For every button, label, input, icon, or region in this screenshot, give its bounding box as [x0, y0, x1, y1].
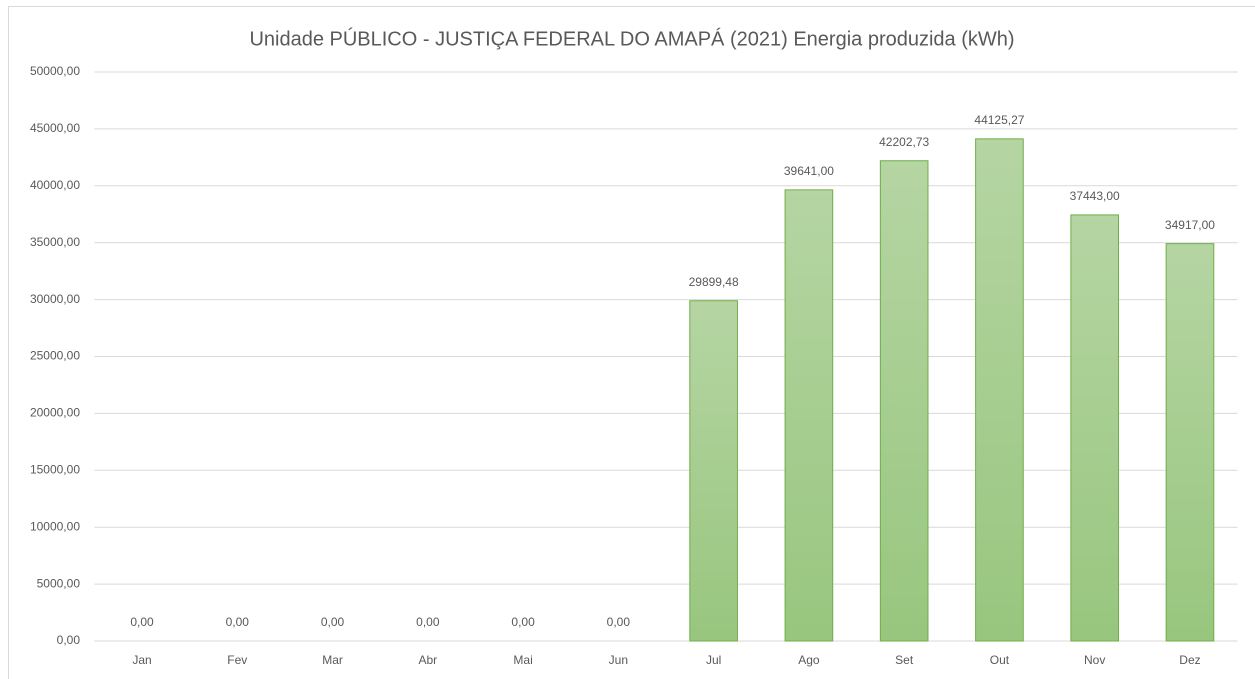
x-tick-label: Nov — [1084, 653, 1105, 667]
data-label: 0,00 — [321, 615, 345, 629]
x-tick-label: Set — [895, 653, 914, 667]
x-tick-label: Jul — [706, 653, 721, 667]
data-label: 37443,00 — [1070, 189, 1120, 203]
data-label: 0,00 — [607, 615, 631, 629]
data-label: 34917,00 — [1165, 218, 1215, 232]
y-tick-label: 35000,00 — [30, 235, 80, 249]
chart-frame — [8, 6, 1255, 679]
x-tick-label: Jun — [609, 653, 628, 667]
y-tick-label: 5000,00 — [37, 576, 81, 590]
data-label: 0,00 — [130, 615, 154, 629]
y-tick-label: 10000,00 — [30, 519, 80, 533]
data-label: 0,00 — [416, 615, 440, 629]
x-tick-label: Mai — [513, 653, 532, 667]
x-tick-label: Fev — [227, 653, 247, 667]
data-label: 29899,48 — [689, 275, 739, 289]
y-tick-label: 0,00 — [57, 633, 81, 647]
x-tick-label: Abr — [418, 653, 437, 667]
data-label: 42202,73 — [879, 135, 929, 149]
data-label: 39641,00 — [784, 164, 834, 178]
y-tick-label: 40000,00 — [30, 178, 80, 192]
x-tick-label: Jan — [132, 653, 151, 667]
bar — [1165, 243, 1215, 642]
bar — [784, 189, 834, 642]
y-tick-label: 45000,00 — [30, 121, 80, 135]
bar — [1070, 214, 1120, 642]
y-tick-label: 25000,00 — [30, 349, 80, 363]
y-tick-label: 30000,00 — [30, 292, 80, 306]
chart-title: Unidade PÚBLICO - JUSTIÇA FEDERAL DO AMA… — [249, 27, 1014, 50]
data-label: 0,00 — [511, 615, 535, 629]
x-tick-label: Ago — [798, 653, 820, 667]
x-tick-label: Out — [990, 653, 1010, 667]
y-tick-label: 50000,00 — [30, 64, 80, 78]
bar — [879, 160, 929, 642]
bar — [975, 138, 1024, 642]
y-tick-label: 15000,00 — [30, 462, 80, 476]
x-tick-label: Mar — [322, 653, 343, 667]
bar — [689, 300, 738, 642]
y-tick-label: 20000,00 — [30, 406, 80, 420]
x-tick-label: Dez — [1179, 653, 1200, 667]
data-label: 44125,27 — [974, 113, 1024, 127]
data-label: 0,00 — [226, 615, 250, 629]
